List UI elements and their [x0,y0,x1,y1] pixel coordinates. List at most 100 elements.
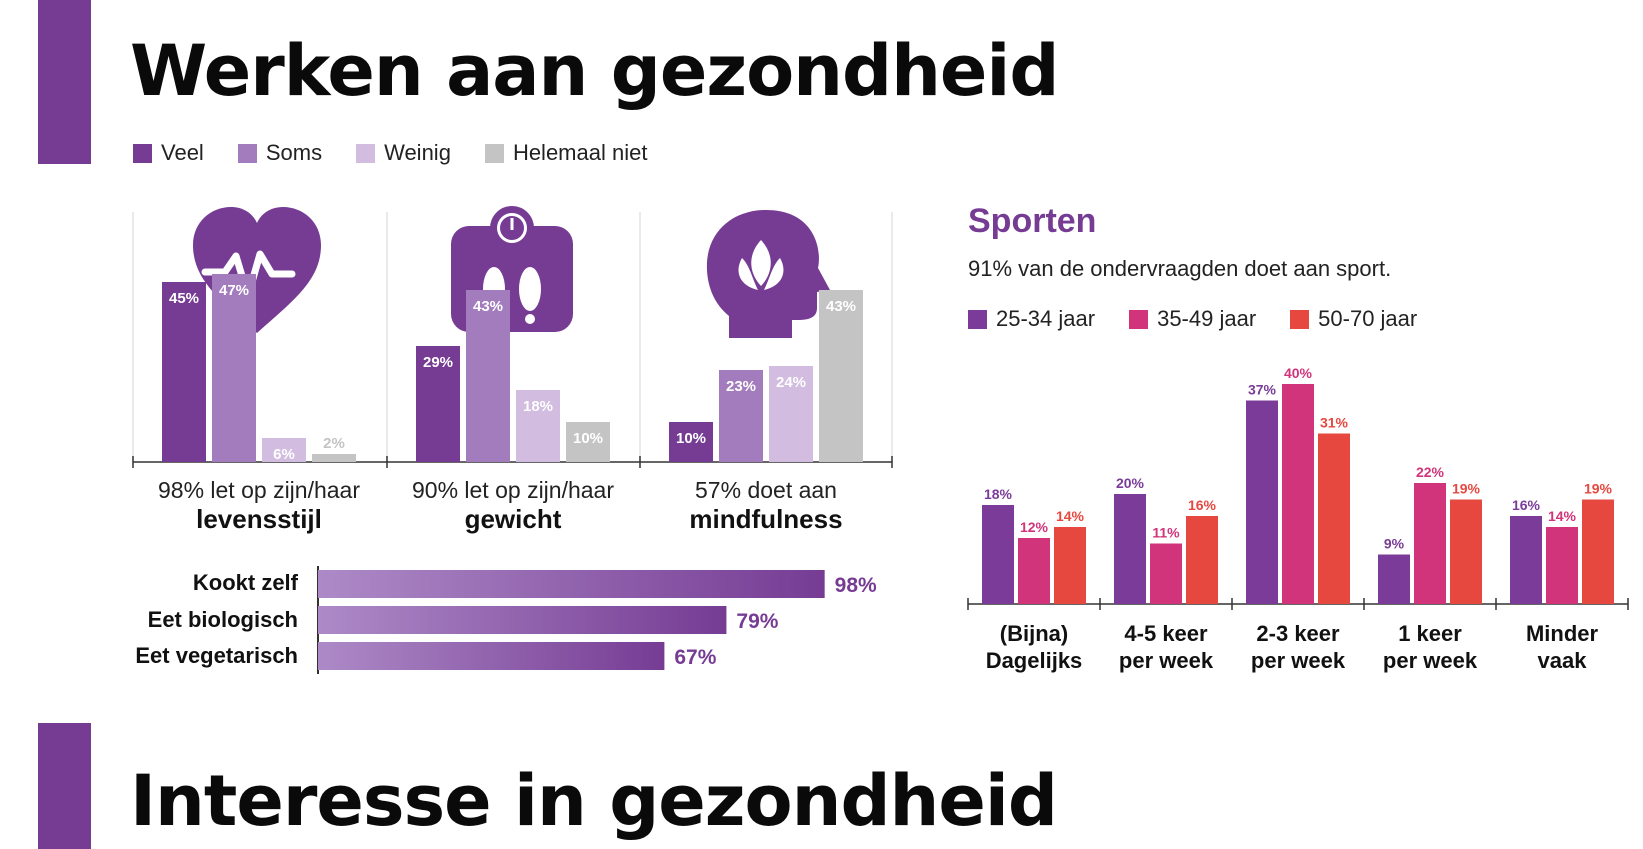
bar [416,346,460,462]
data-label: 14% [1548,508,1577,524]
hbar-value-label: 67% [674,646,716,669]
caption-text: 57% doet aan [695,477,837,503]
legend-label: 35-49 jaar [1157,306,1257,331]
category-line: Minder [1525,621,1599,646]
hbar-value-label: 79% [736,610,778,633]
legend-swatch [133,143,152,163]
bar [466,290,510,462]
section-accent-bar [38,723,91,849]
data-label: 11% [1152,525,1180,541]
bar [819,290,863,462]
bar [1246,400,1278,604]
data-label: 29% [423,354,453,371]
caption-topic: mindfulness [689,504,843,534]
data-label: 20% [1116,475,1145,491]
data-label: 14% [1056,508,1085,524]
bar [982,505,1014,604]
bar [1018,538,1050,604]
section-title: Interesse in gezondheid [130,760,1058,842]
bar [1582,499,1614,604]
data-label: 40% [1284,365,1313,381]
legend-label: Soms [265,140,323,165]
data-label: 22% [1416,464,1445,480]
panel-caption-mindfulness: 57% doet aan mindfulness [640,476,892,534]
hbar [318,642,665,670]
legend-label: Helemaal niet [512,140,648,165]
sport-category-label: (Bijna) Dagelijks [971,620,1097,674]
bar [312,454,356,462]
category-line: vaak [1537,648,1587,673]
category-line: 2-3 keer [1256,621,1340,646]
bar [1450,499,1482,604]
section-title: Werken aan gezondheid [130,30,1060,112]
sport-category-label: 2-3 keer per week [1235,620,1361,674]
panel-caption-levensstijl: 98% let op zijn/haar levensstijl [133,476,385,534]
data-label: 23% [726,378,756,395]
section-accent-bar [38,0,91,164]
data-label: 24% [776,374,806,391]
sport-title: Sporten [968,202,1097,240]
category-line: (Bijna) [999,621,1069,646]
caption-text: 98% let op zijn/haar [157,477,360,503]
bar [162,282,206,462]
data-label: 18% [523,398,553,415]
caption-topic: gewicht [464,504,562,534]
data-label: 43% [473,298,503,315]
data-label: 47% [219,282,249,299]
legend-swatch [968,309,987,329]
data-label: 37% [1248,382,1277,398]
bar [769,366,813,462]
bar [1114,494,1146,604]
bar [1054,527,1086,604]
bar [1150,543,1182,604]
bar [719,370,763,462]
bar [1378,554,1410,604]
hbar-label: Eet vegetarisch [135,643,298,668]
hbar-label: Eet biologisch [147,607,298,632]
data-label: 2% [323,435,345,452]
bar [566,422,610,462]
legend-label: 50-70 jaar [1318,306,1418,331]
data-label: 6% [273,446,295,463]
data-label: 43% [826,298,856,315]
sport-category-label: 1 keer per week [1367,620,1493,674]
legend-swatch [356,143,376,163]
bar [1414,483,1446,604]
data-label: 18% [984,486,1013,502]
panel-caption-gewicht: 90% let op zijn/haar gewicht [387,476,639,534]
sport-category-label: 4-5 keer per week [1103,620,1229,674]
chart-legend: Veel Soms Weinig Helemaal niet [133,140,681,166]
caption-text: 90% let op zijn/haar [411,477,614,503]
bar [1546,527,1578,604]
data-label: 31% [1320,415,1349,431]
bar [212,274,256,462]
hbar-value-label: 98% [835,574,877,597]
mindfulness-head-icon [706,210,830,338]
legend-item-soms: Soms [237,140,323,166]
bar [262,438,306,462]
category-line: per week [1118,648,1214,673]
data-label: 12% [1020,519,1049,535]
category-line: 4-5 keer [1124,621,1208,646]
data-label: 19% [1452,481,1481,497]
legend-item-weinig: Weinig [356,140,451,166]
data-label: 16% [1512,497,1541,513]
legend-label: Veel [161,140,204,165]
category-line: Dagelijks [985,648,1083,673]
bar [1318,433,1350,604]
legend-item-50-70: 50-70 jaar [1290,306,1417,332]
bar [1282,384,1314,604]
bar [1186,516,1218,604]
bar [669,422,713,462]
legend-label: Weinig [384,140,451,165]
hbar-label: Kookt zelf [192,570,298,595]
legend-swatch [237,143,257,163]
legend-item-veel: Veel [133,140,204,166]
hbar [318,570,825,598]
data-label: 16% [1188,497,1217,513]
sport-subtitle: 91% van de ondervraagden doet aan sport. [968,256,1392,281]
legend-swatch [1129,309,1149,329]
